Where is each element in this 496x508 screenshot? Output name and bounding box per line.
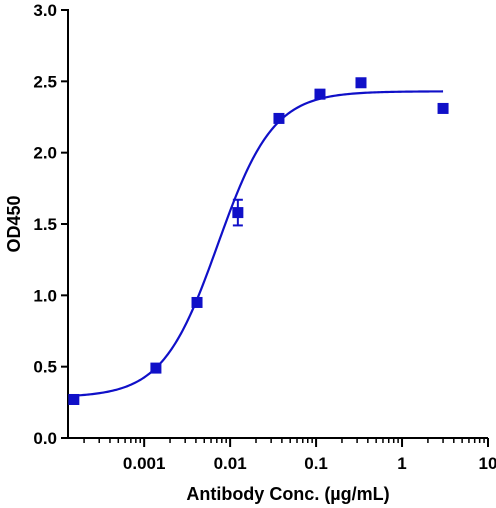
data-point bbox=[273, 112, 285, 124]
axes bbox=[67, 9, 488, 439]
y-tick-label: 1.5 bbox=[33, 215, 57, 234]
y-tick-label: 2.5 bbox=[33, 72, 57, 91]
y-tick-label: 1.0 bbox=[33, 286, 57, 305]
y-tick-label: 2.0 bbox=[33, 144, 57, 163]
y-tick-label: 3.0 bbox=[33, 1, 57, 20]
data-point bbox=[314, 88, 326, 100]
fit-curve-group bbox=[73, 90, 444, 397]
x-tick-label: 0.1 bbox=[304, 454, 328, 473]
data-point bbox=[437, 102, 449, 114]
x-tick-label: 0.01 bbox=[214, 454, 247, 473]
data-point bbox=[355, 77, 367, 89]
data-point bbox=[150, 362, 162, 374]
data-point bbox=[232, 207, 244, 219]
x-axis-title: Antibody Conc. (µg/mL) bbox=[186, 484, 389, 504]
ticks: 0.0 0.5 1.0 1.5 2.0 2.5 3.0 0.001 0.01 0.1 1 10 bbox=[33, 1, 496, 473]
y-axis-title: OD450 bbox=[4, 195, 24, 252]
x-tick-label: 1 bbox=[397, 454, 406, 473]
data-point bbox=[68, 393, 80, 405]
data-point bbox=[191, 296, 203, 308]
data-points bbox=[68, 77, 449, 405]
x-tick-label: 10 bbox=[479, 454, 496, 473]
y-tick-label: 0.0 bbox=[33, 429, 57, 448]
y-tick-label: 0.5 bbox=[33, 358, 57, 377]
fit-curve bbox=[73, 90, 444, 397]
x-tick-label: 0.001 bbox=[123, 454, 166, 473]
